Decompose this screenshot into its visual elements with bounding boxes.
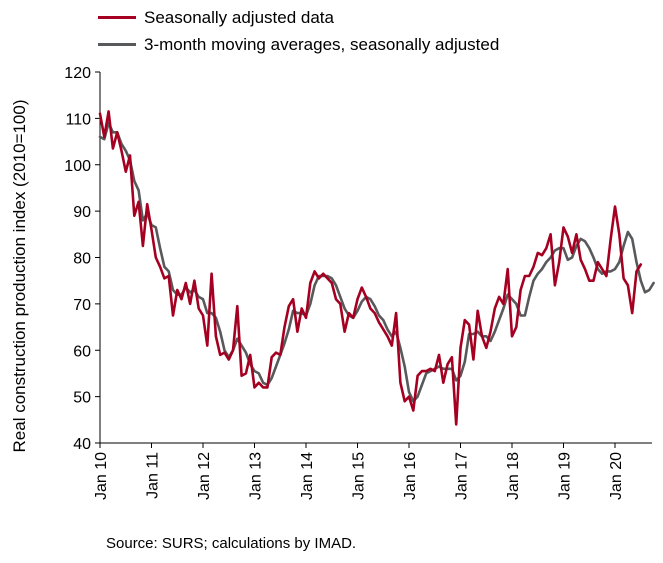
y-tick-label: 70 <box>73 297 91 314</box>
y-tick-label: 50 <box>73 390 91 407</box>
x-tick-label: Jan 18 <box>505 452 522 500</box>
x-tick-label: Jan 14 <box>299 452 316 500</box>
legend: Seasonally adjusted data 3-month moving … <box>98 4 499 58</box>
x-tick-label: Jan 15 <box>351 452 368 500</box>
y-tick-label: 40 <box>73 436 91 453</box>
series-line-seasonally-adjusted <box>98 110 643 426</box>
y-tick-label: 60 <box>73 343 91 360</box>
x-tick-label: Jan 19 <box>557 452 574 500</box>
legend-label-seasonally-adjusted: Seasonally adjusted data <box>144 7 334 27</box>
x-tick-label: Jan 16 <box>402 452 419 500</box>
legend-swatch-seasonally-adjusted <box>98 16 136 19</box>
y-tick-label: 90 <box>73 204 91 221</box>
legend-label-moving-average: 3-month moving averages, seasonally adju… <box>144 34 500 54</box>
legend-item-moving-average: 3-month moving averages, seasonally adju… <box>98 31 499 58</box>
x-tick-label: Jan 20 <box>608 452 625 500</box>
legend-item-seasonally-adjusted: Seasonally adjusted data <box>98 4 499 31</box>
y-tick-label: 110 <box>65 111 91 128</box>
x-tick-label: Jan 11 <box>145 452 162 499</box>
y-tick-label: 120 <box>64 65 91 82</box>
y-tick-label: 100 <box>64 158 91 175</box>
x-tick-label: Jan 10 <box>93 452 110 500</box>
x-tick-label: Jan 12 <box>196 452 213 500</box>
y-axis-title-text: Real construction production index (2010… <box>10 99 29 453</box>
source-note: Source: SURS; calculations by IMAD. <box>106 535 357 552</box>
legend-swatch-moving-average <box>98 43 136 46</box>
y-tick-label: 80 <box>73 251 91 268</box>
x-tick-label: Jan 13 <box>248 452 265 500</box>
x-tick-label: Jan 17 <box>454 452 471 500</box>
series-line-moving-average <box>98 121 655 403</box>
